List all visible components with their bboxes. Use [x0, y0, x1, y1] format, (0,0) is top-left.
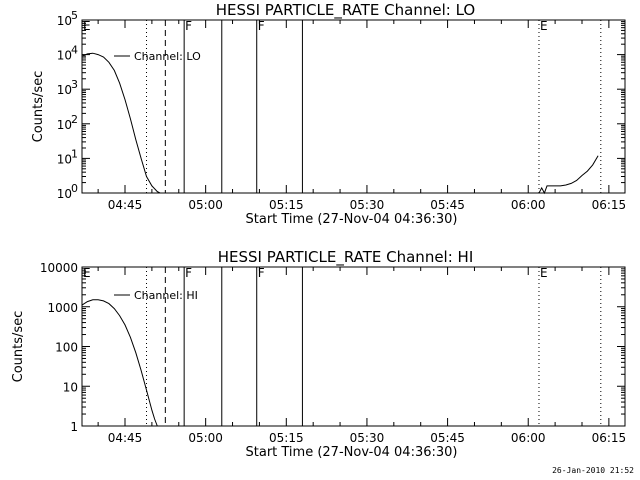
x-tick-label: 05:15 — [269, 431, 304, 445]
plot-frame — [81, 19, 626, 194]
y-axis-label: Counts/sec — [11, 311, 26, 383]
chart-panel: HESSI PARTICLE_RATE Channel: HI 1 10 100 100… — [11, 248, 626, 460]
series-line — [81, 299, 158, 427]
x-tick-label: 05:30 — [350, 198, 385, 212]
x-tick-label: 05:30 — [350, 431, 385, 445]
timestamp-label: 26-Jan-2010 21:52 — [552, 466, 634, 475]
x-tick-label: 06:15 — [592, 431, 627, 445]
legend-label: Channel: LO — [134, 50, 201, 63]
event-marker-label: E — [540, 19, 548, 33]
event-marker-label: E — [540, 266, 548, 280]
x-tick-label: 06:15 — [592, 198, 627, 212]
x-tick-label: 05:00 — [188, 198, 223, 212]
event-marker-label: F — [185, 19, 192, 33]
x-axis-label: Start Time (27-Nov-04 04:36:30) — [246, 212, 458, 227]
x-tick-label: 05:15 — [269, 198, 304, 212]
series-line — [81, 52, 161, 194]
y-tick-label: 10 — [57, 49, 72, 63]
x-tick-label: 04:45 — [108, 431, 143, 445]
y-tick-exponent: 0 — [71, 182, 78, 195]
y-tick-label: 1000 — [47, 301, 78, 315]
x-tick-label: 05:00 — [188, 431, 223, 445]
y-tick-label: 10 — [57, 152, 72, 166]
series-line — [538, 155, 599, 195]
event-marker-label: F — [185, 266, 192, 280]
y-tick-exponent: 2 — [71, 113, 78, 126]
x-tick-label: 06:00 — [511, 198, 546, 212]
y-tick-label: 10 — [57, 83, 72, 97]
y-tick-label: 10 — [57, 118, 72, 132]
x-tick-label: 04:45 — [108, 198, 143, 212]
y-tick-label: 10 — [63, 380, 78, 394]
y-tick-label: 100 — [55, 341, 78, 355]
y-tick-exponent: 3 — [71, 78, 78, 91]
x-axis-label: Start Time (27-Nov-04 04:36:30) — [246, 445, 458, 460]
event-marker-label: F — [258, 266, 265, 280]
event-marker-label: E — [83, 266, 91, 280]
y-tick-label: 10 — [57, 187, 72, 201]
y-tick-label: 1 — [70, 420, 78, 434]
legend-label: Channel: HI — [134, 289, 198, 302]
chart-title: HESSI PARTICLE_RATE Channel: HI — [218, 248, 474, 267]
y-tick-exponent: 4 — [71, 44, 78, 57]
chart-title: HESSI PARTICLE_RATE Channel: LO — [216, 1, 475, 20]
y-tick-exponent: 1 — [71, 147, 78, 160]
y-tick-label: 10000 — [40, 261, 78, 275]
event-marker-label: E — [83, 19, 91, 33]
x-tick-label: 05:45 — [430, 198, 465, 212]
x-tick-label: 06:00 — [511, 431, 546, 445]
y-tick-label: 10 — [57, 14, 72, 28]
x-tick-label: 05:45 — [430, 431, 465, 445]
y-axis-label: Counts/sec — [31, 71, 46, 143]
event-marker-label: F — [258, 19, 265, 33]
y-tick-exponent: 5 — [71, 9, 78, 22]
